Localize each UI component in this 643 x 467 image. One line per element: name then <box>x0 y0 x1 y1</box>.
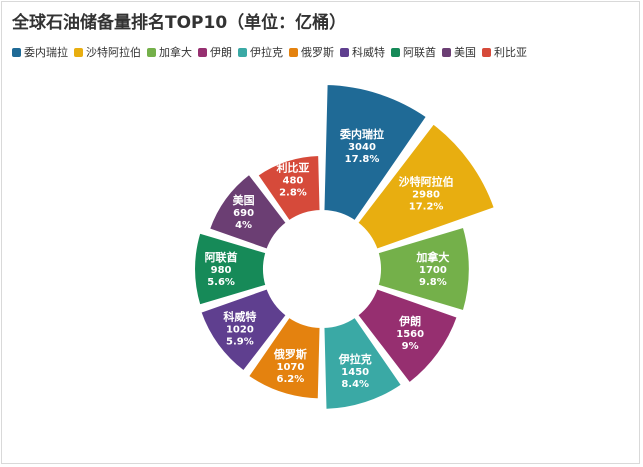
slice-name-label: 科威特 <box>223 310 256 324</box>
slice-value-label: 1450 <box>341 367 369 378</box>
slice-percent-label: 4% <box>235 220 252 231</box>
legend-item[interactable]: 伊拉克 <box>238 44 283 60</box>
rose-slice[interactable] <box>322 315 403 411</box>
legend-swatch <box>340 47 349 57</box>
legend-swatch <box>147 47 156 57</box>
legend-swatch <box>74 47 83 57</box>
rose-slice[interactable] <box>376 225 471 313</box>
slice-percent-label: 5.9% <box>226 337 254 348</box>
slice-name-label: 利比亚 <box>276 161 309 175</box>
slice-value-label: 1070 <box>277 362 305 373</box>
slice-name-label: 伊拉克 <box>338 352 372 366</box>
slice-name-label: 加拿大 <box>415 250 449 264</box>
legend-item[interactable]: 加拿大 <box>147 44 192 60</box>
slice-value-label: 2980 <box>412 189 440 200</box>
slice-name-label: 伊朗 <box>398 314 421 328</box>
legend-item[interactable]: 阿联酋 <box>391 44 436 60</box>
legend-item[interactable]: 科威特 <box>340 44 385 60</box>
slice-percent-label: 17.2% <box>409 201 444 212</box>
slice-value-label: 690 <box>233 208 254 219</box>
slice-name-label: 俄罗斯 <box>273 347 307 361</box>
legend-swatch <box>198 47 207 57</box>
rose-slice[interactable] <box>208 172 288 251</box>
rose-slice[interactable] <box>356 287 459 385</box>
legend-item[interactable]: 委内瑞拉 <box>12 44 68 60</box>
legend-label: 伊拉克 <box>250 46 283 59</box>
legend-label: 美国 <box>454 46 476 59</box>
slice-value-label: 1700 <box>419 265 447 276</box>
slice-percent-label: 6.2% <box>277 374 305 385</box>
slice-value-label: 480 <box>283 176 304 187</box>
rose-slice[interactable] <box>322 83 428 223</box>
chart-legend: 委内瑞拉 沙特阿拉伯 加拿大 伊朗 伊拉克 俄罗斯 科威特 阿联酋 美国 利比亚 <box>12 44 527 60</box>
legend-swatch <box>442 47 451 57</box>
slice-name-label: 沙特阿拉伯 <box>399 174 454 188</box>
rose-slice[interactable] <box>247 315 322 401</box>
slice-name-label: 委内瑞拉 <box>339 127 384 141</box>
slice-percent-label: 9.8% <box>419 277 447 288</box>
slice-value-label: 3040 <box>348 142 376 153</box>
slice-percent-label: 8.4% <box>341 379 369 390</box>
legend-swatch <box>391 47 400 57</box>
legend-label: 委内瑞拉 <box>24 46 68 59</box>
legend-item[interactable]: 美国 <box>442 44 476 60</box>
rose-slice[interactable] <box>193 231 268 307</box>
rose-slice[interactable] <box>356 122 496 251</box>
legend-swatch <box>12 47 21 57</box>
legend-swatch <box>289 47 298 57</box>
legend-swatch <box>482 47 491 57</box>
slice-percent-label: 17.8% <box>345 154 380 165</box>
legend-label: 阿联酋 <box>403 46 436 59</box>
chart-title: 全球石油储备量排名TOP10（单位：亿桶） <box>12 13 347 33</box>
slice-value-label: 980 <box>211 265 232 276</box>
legend-label: 利比亚 <box>494 46 527 59</box>
legend-item[interactable]: 沙特阿拉伯 <box>74 44 141 60</box>
legend-item[interactable]: 伊朗 <box>198 44 232 60</box>
rose-slice[interactable] <box>199 287 288 373</box>
slice-name-label: 美国 <box>233 193 255 207</box>
legend-item[interactable]: 利比亚 <box>482 44 527 60</box>
legend-label: 沙特阿拉伯 <box>86 46 141 59</box>
legend-label: 科威特 <box>352 46 385 59</box>
slice-percent-label: 2.8% <box>279 188 307 199</box>
slice-percent-label: 9% <box>402 341 419 352</box>
slice-name-label: 阿联酋 <box>205 250 238 264</box>
legend-label: 伊朗 <box>210 46 232 59</box>
legend-label: 加拿大 <box>159 46 192 59</box>
rose-slice[interactable] <box>256 154 322 223</box>
legend-item[interactable]: 俄罗斯 <box>289 44 334 60</box>
slice-value-label: 1020 <box>226 325 254 336</box>
legend-label: 俄罗斯 <box>301 46 334 59</box>
slice-percent-label: 5.6% <box>207 277 235 288</box>
legend-swatch <box>238 47 247 57</box>
slice-value-label: 1560 <box>396 329 424 340</box>
